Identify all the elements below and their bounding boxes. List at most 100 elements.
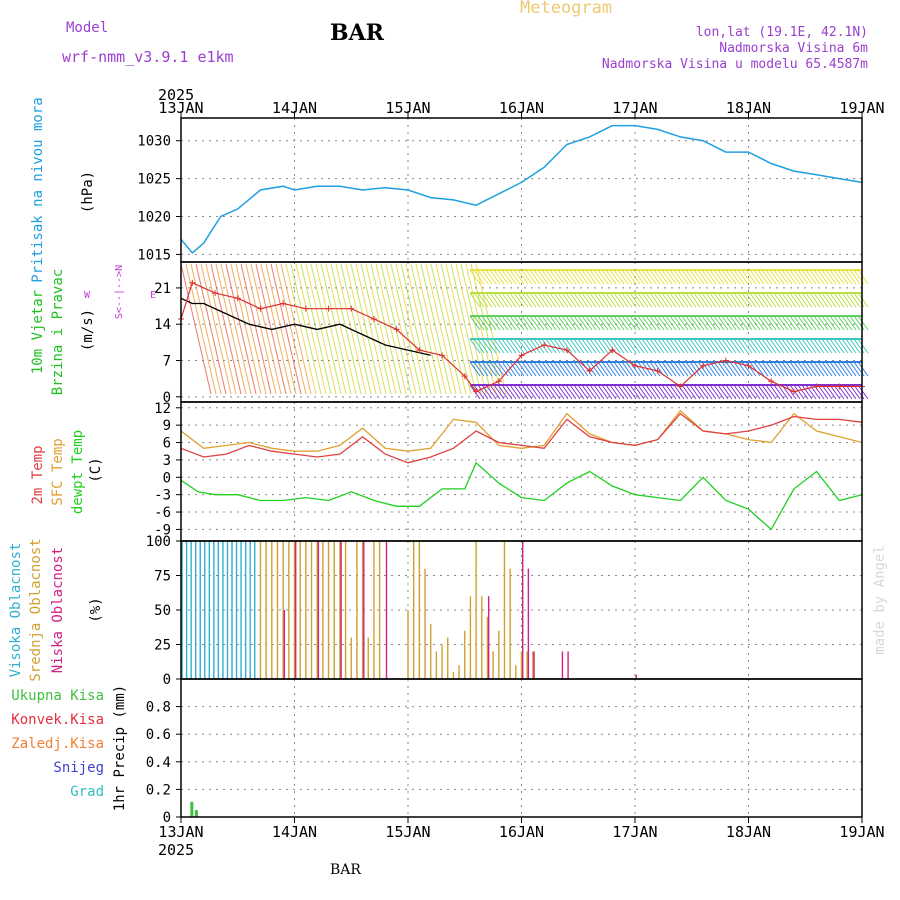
barb-tick [713, 269, 725, 285]
y-tick-label: 21 [154, 281, 171, 297]
barb-tick [749, 338, 761, 354]
barb-tick [629, 384, 641, 400]
barb-tick [665, 269, 677, 285]
barb-tick [669, 338, 681, 354]
wind-barbs-layer [180, 263, 869, 400]
x-tick-label-bottom: 17JAN [612, 823, 657, 841]
barb-tick [777, 338, 789, 354]
barb-tick [473, 338, 485, 354]
barb-tick [769, 338, 781, 354]
barb-tick [609, 269, 621, 285]
barb-hatch [425, 263, 457, 395]
barb-tick [717, 315, 729, 331]
barb-hatch [205, 263, 237, 395]
barb-tick [569, 269, 581, 285]
barb-tick [489, 292, 501, 308]
barb-tick [513, 269, 525, 285]
barb-tick [821, 361, 833, 377]
barb-tick [693, 315, 705, 331]
barb-tick [721, 338, 733, 354]
barb-tick [817, 338, 829, 354]
barb-tick [805, 338, 817, 354]
barb-hatch [290, 263, 322, 395]
wind-gust-marker [541, 341, 548, 348]
barb-tick [633, 292, 645, 308]
barb-tick [469, 269, 481, 285]
barb-tick [593, 292, 605, 308]
barb-tick [581, 315, 593, 331]
barb-tick [789, 315, 801, 331]
barb-tick [805, 292, 817, 308]
wind-gust-marker [302, 305, 309, 312]
barb-tick [781, 315, 793, 331]
barb-hatch [375, 263, 407, 395]
barb-tick [485, 269, 497, 285]
barb-tick [857, 292, 869, 308]
barb-tick [521, 292, 533, 308]
barb-tick [609, 361, 621, 377]
y-tick-label: 0 [163, 672, 171, 688]
barb-tick [817, 269, 829, 285]
barb-tick [573, 338, 585, 354]
wind-gust-marker [416, 347, 423, 354]
barb-tick [493, 384, 505, 400]
barb-tick [605, 315, 617, 331]
barb-tick [645, 292, 657, 308]
barb-tick [689, 315, 701, 331]
barb-tick [497, 315, 509, 331]
wind-gust-marker [745, 362, 752, 369]
barb-hatch [450, 263, 482, 395]
barb-tick [501, 269, 513, 285]
barb-tick [609, 292, 621, 308]
barb-tick [837, 315, 849, 331]
barb-tick [661, 269, 673, 285]
barb-tick [573, 269, 585, 285]
barb-tick [793, 269, 805, 285]
barb-tick [785, 361, 797, 377]
barb-tick [833, 384, 845, 400]
barb-tick [785, 292, 797, 308]
barb-tick [481, 292, 493, 308]
barb-tick [857, 269, 869, 285]
barb-tick [549, 269, 561, 285]
barb-tick [605, 361, 617, 377]
barb-tick [793, 338, 805, 354]
barb-tick [729, 292, 741, 308]
barb-tick [605, 384, 617, 400]
barb-tick [525, 384, 537, 400]
barb-tick [569, 292, 581, 308]
barb-tick [561, 315, 573, 331]
barb-tick [805, 384, 817, 400]
barb-tick [553, 384, 565, 400]
barb-tick [825, 361, 837, 377]
barb-tick [581, 384, 593, 400]
barb-tick [641, 269, 653, 285]
barb-hatch [390, 263, 422, 395]
barb-tick [773, 292, 785, 308]
barb-tick [613, 292, 625, 308]
barb-tick [833, 269, 845, 285]
barb-tick [613, 315, 625, 331]
barb-tick [609, 315, 621, 331]
barb-tick [601, 361, 613, 377]
barb-tick [673, 292, 685, 308]
barb-tick [709, 292, 721, 308]
barb-tick [709, 338, 721, 354]
wind-gust-marker [700, 362, 707, 369]
barb-tick [749, 315, 761, 331]
barb-tick [709, 384, 721, 400]
barb-tick [789, 338, 801, 354]
barb-tick [801, 315, 813, 331]
barb-tick [513, 315, 525, 331]
barb-tick [693, 338, 705, 354]
barb-tick [713, 292, 725, 308]
barb-tick [669, 315, 681, 331]
barb-tick [533, 315, 545, 331]
barb-tick [621, 292, 633, 308]
barb-hatch [310, 263, 342, 395]
barb-tick [645, 269, 657, 285]
barb-tick [685, 315, 697, 331]
barb-tick [561, 292, 573, 308]
barb-tick [825, 384, 837, 400]
